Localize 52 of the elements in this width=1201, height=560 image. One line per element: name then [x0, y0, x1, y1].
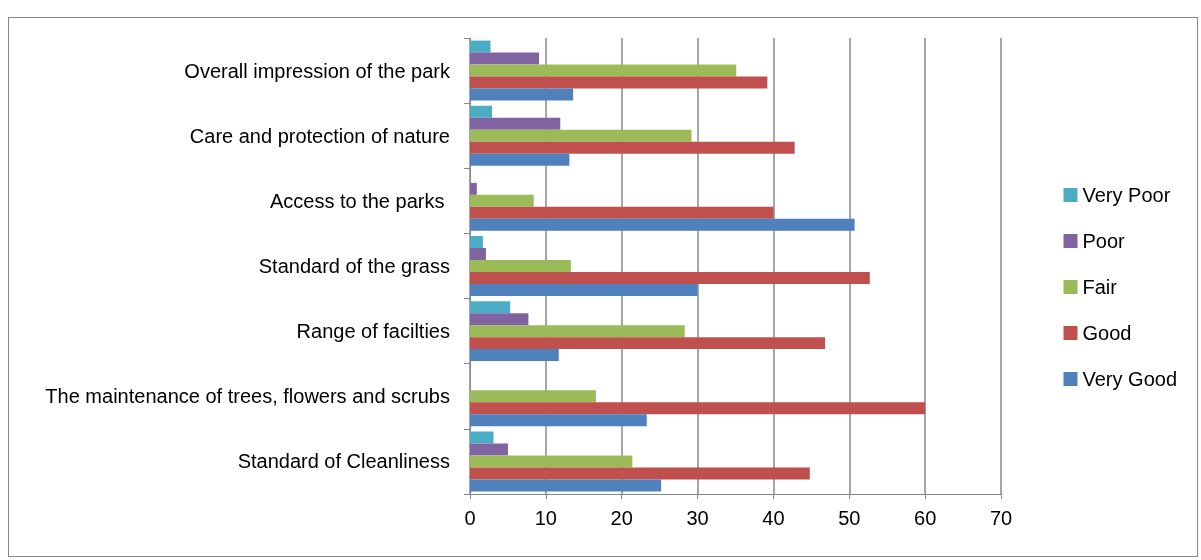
y-tick-label: Access to the parks — [269, 189, 450, 212]
bar — [470, 337, 826, 350]
bar — [470, 349, 559, 362]
bar — [470, 248, 486, 261]
x-tick-label: 20 — [610, 507, 633, 529]
bar — [470, 218, 855, 231]
bar — [470, 182, 477, 195]
bar — [470, 129, 692, 142]
bar — [470, 194, 534, 207]
y-tick-label: The maintenance of trees, flowers and scrubs — [45, 385, 450, 408]
bar — [470, 206, 774, 219]
bar — [470, 390, 596, 403]
y-tick-label: Care and protection of nature — [189, 124, 450, 147]
bar — [470, 479, 662, 492]
bar — [470, 52, 540, 65]
x-tick-label: 0 — [464, 507, 476, 529]
x-tick-label: 50 — [838, 507, 861, 529]
legend-label: Poor — [1082, 230, 1126, 252]
bar — [470, 313, 529, 326]
bar — [470, 443, 508, 456]
legend-label: Good — [1082, 322, 1132, 344]
legend-label: Very Poor — [1082, 184, 1171, 206]
bar — [470, 402, 926, 415]
bar — [470, 455, 633, 468]
bar — [470, 467, 810, 480]
x-tick-label: 30 — [686, 507, 709, 529]
bar — [470, 141, 795, 154]
legend-label: Fair — [1082, 276, 1118, 298]
bar — [470, 283, 698, 296]
y-tick-label: Range of facilties — [296, 320, 450, 343]
y-tick-label: Standard of Cleanliness — [237, 450, 450, 473]
bar — [470, 105, 492, 118]
x-tick-label: 60 — [914, 507, 937, 529]
x-tick-label: 70 — [989, 507, 1013, 529]
bar — [470, 117, 561, 130]
bar — [470, 153, 570, 166]
legend-label: Very Good — [1082, 368, 1178, 390]
bar — [470, 236, 483, 249]
bar — [470, 64, 737, 77]
bar — [470, 271, 870, 284]
y-tick-label: Overall impression of the park — [184, 59, 451, 82]
x-tick-label: 10 — [534, 507, 557, 529]
bar — [470, 414, 647, 427]
bar — [470, 431, 494, 444]
bar — [470, 88, 574, 101]
bar — [470, 76, 768, 89]
x-tick-label: 40 — [762, 507, 785, 529]
bar — [470, 325, 685, 338]
bar — [470, 301, 511, 314]
bar — [470, 40, 491, 53]
bar — [470, 260, 571, 272]
y-tick-label: Standard of the grass — [258, 255, 450, 277]
